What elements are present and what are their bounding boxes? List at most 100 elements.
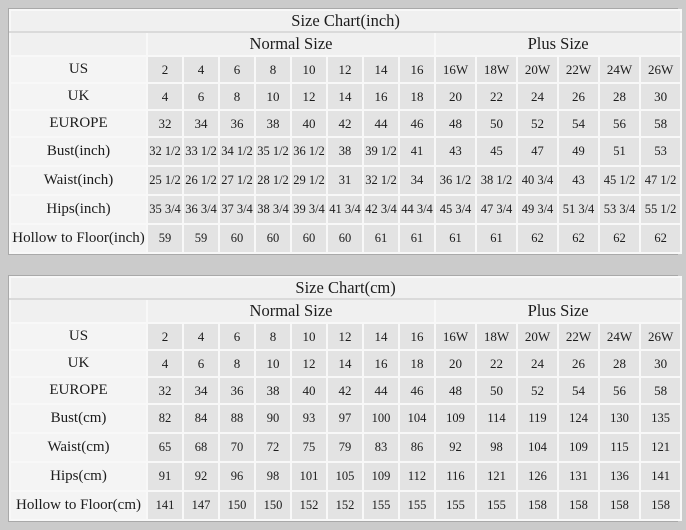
size-cell: 124 — [557, 403, 600, 434]
size-cell: 98 — [254, 461, 292, 492]
size-cell: 141 — [638, 461, 683, 492]
size-cell: 18W — [475, 55, 518, 84]
size-cell: 58 — [638, 376, 683, 405]
corner-cell — [9, 298, 148, 324]
size-cell: 105 — [326, 461, 364, 492]
size-cell: 48 — [434, 376, 477, 405]
size-cell: 16 — [398, 322, 436, 351]
size-cell: 28 — [598, 349, 641, 378]
size-cell: 27 1/2 — [218, 165, 256, 196]
size-cell: 39 1/2 — [362, 136, 400, 167]
size-cell: 96 — [218, 461, 256, 492]
size-cell: 61 — [362, 223, 400, 254]
size-cell: 20 — [434, 349, 477, 378]
normal-size-header: Normal Size — [146, 298, 436, 324]
size-cell: 54 — [557, 109, 600, 138]
size-cell: 58 — [638, 109, 683, 138]
size-cell: 135 — [638, 403, 683, 434]
size-cell: 12 — [290, 82, 328, 111]
size-cell: 33 1/2 — [182, 136, 220, 167]
size-cell: 20W — [516, 322, 559, 351]
size-cell: 41 3/4 — [326, 194, 364, 225]
size-cell: 14 — [326, 349, 364, 378]
row-label: EUROPE — [9, 109, 148, 138]
size-cell: 18 — [398, 349, 436, 378]
size-cell: 16W — [434, 322, 477, 351]
size-cell: 119 — [516, 403, 559, 434]
size-chart-cm-body: US 2 4 6 8 10 12 14 16 16W 18W 20W 22W 24W 26W UK 4 6 8 10 1… — [9, 322, 683, 521]
row-label: Waist(cm) — [9, 432, 148, 463]
size-cell: 115 — [598, 432, 641, 463]
size-cell: 24 — [516, 82, 559, 111]
size-cell: 20W — [516, 55, 559, 84]
size-cell: 42 — [326, 109, 364, 138]
size-cell: 90 — [254, 403, 292, 434]
size-cell: 4 — [182, 322, 220, 351]
size-cell: 53 — [638, 136, 683, 167]
size-cell: 6 — [182, 82, 220, 111]
size-cell: 20 — [434, 82, 477, 111]
size-cell: 29 1/2 — [290, 165, 328, 196]
size-cell: 150 — [218, 490, 256, 521]
size-cell: 59 — [182, 223, 220, 254]
size-cell: 32 1/2 — [362, 165, 400, 196]
size-cell: 35 1/2 — [254, 136, 292, 167]
size-cell: 54 — [557, 376, 600, 405]
size-cell: 28 — [598, 82, 641, 111]
size-cell: 155 — [475, 490, 518, 521]
size-cell: 26 — [557, 349, 600, 378]
table-title-row: Size Chart(cm) — [8, 276, 683, 300]
size-cell: 141 — [146, 490, 184, 521]
size-cell: 68 — [182, 432, 220, 463]
size-cell: 18W — [475, 322, 518, 351]
size-cell: 152 — [290, 490, 328, 521]
row-label: Hips(inch) — [9, 194, 148, 225]
size-cell: 18 — [398, 82, 436, 111]
row-label: US — [9, 55, 148, 84]
size-cell: 36 — [218, 109, 256, 138]
size-cell: 155 — [362, 490, 400, 521]
size-cell: 59 — [146, 223, 184, 254]
size-cell: 44 — [362, 376, 400, 405]
size-cell: 26 1/2 — [182, 165, 220, 196]
corner-cell — [9, 31, 148, 57]
size-cell: 26W — [638, 322, 683, 351]
size-cell: 45 1/2 — [598, 165, 641, 196]
size-cell: 16 — [362, 82, 400, 111]
size-cell: 62 — [638, 223, 683, 254]
section-header-row: Normal Size Plus Size — [9, 31, 683, 57]
size-cell: 47 1/2 — [638, 165, 683, 196]
table-row: US 2 4 6 8 10 12 14 16 16W 18W 20W 22W 24W 26W — [9, 55, 683, 84]
size-cell: 62 — [557, 223, 600, 254]
size-cell: 45 — [475, 136, 518, 167]
table-row: Bust(inch) 32 1/2 33 1/2 34 1/2 35 1/2 36 1/2… — [9, 136, 683, 167]
size-cell: 42 3/4 — [362, 194, 400, 225]
size-cell: 104 — [398, 403, 436, 434]
size-cell: 36 1/2 — [434, 165, 477, 196]
size-cell: 93 — [290, 403, 328, 434]
size-cell: 88 — [218, 403, 256, 434]
size-cell: 49 3/4 — [516, 194, 559, 225]
size-cell: 109 — [434, 403, 477, 434]
size-cell: 147 — [182, 490, 220, 521]
size-cell: 47 — [516, 136, 559, 167]
table-title: Size Chart(inch) — [8, 9, 683, 33]
size-cell: 75 — [290, 432, 328, 463]
row-label: Hollow to Floor(inch) — [9, 223, 148, 254]
size-cell: 32 1/2 — [146, 136, 184, 167]
row-label: Bust(cm) — [9, 403, 148, 434]
size-cell: 50 — [475, 376, 518, 405]
size-cell: 150 — [254, 490, 292, 521]
size-cell: 24 — [516, 349, 559, 378]
size-cell: 28 1/2 — [254, 165, 292, 196]
size-cell: 56 — [598, 109, 641, 138]
table-row: Hollow to Floor(cm) 141 147 150 150 152 152 155… — [9, 490, 683, 521]
size-cell: 104 — [516, 432, 559, 463]
size-cell: 38 — [254, 376, 292, 405]
size-cell: 52 — [516, 376, 559, 405]
size-cell: 50 — [475, 109, 518, 138]
size-cell: 83 — [362, 432, 400, 463]
size-cell: 53 3/4 — [598, 194, 641, 225]
size-cell: 10 — [254, 349, 292, 378]
size-cell: 4 — [182, 55, 220, 84]
